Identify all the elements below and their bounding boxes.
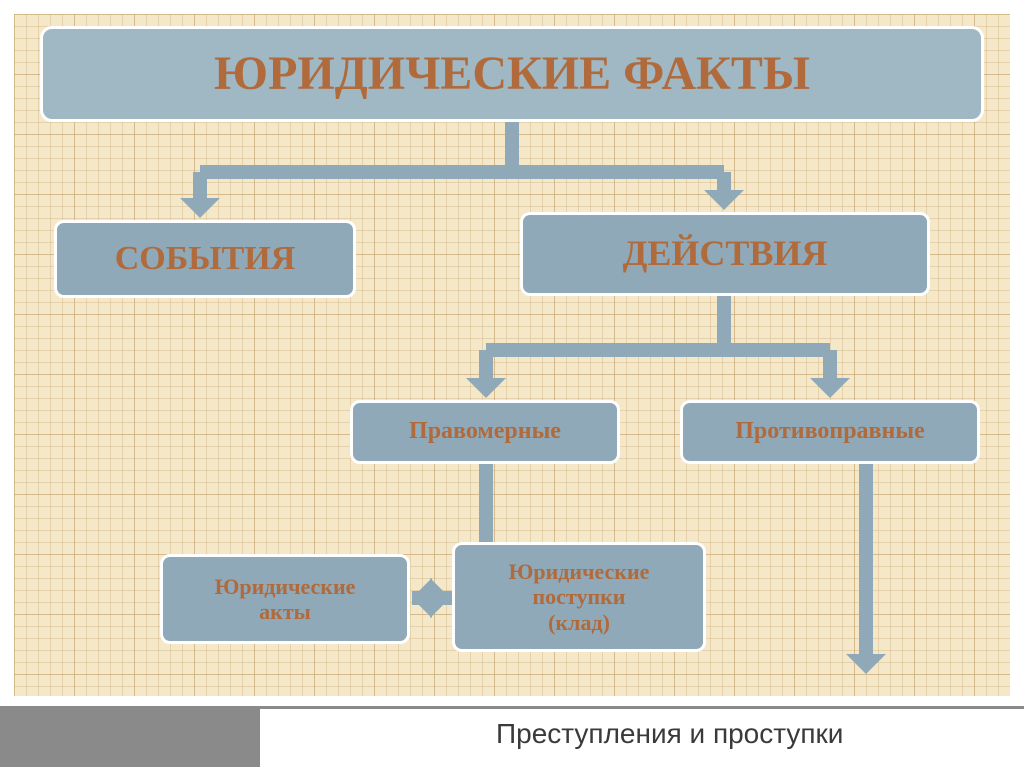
node-title: ЮРИДИЧЕСКИЕ ФАКТЫ: [40, 26, 984, 122]
node-lawful-label: Правомерные: [409, 418, 561, 446]
node-acts-label: Юридическиеакты: [215, 574, 356, 625]
diagram-stage: ЮРИДИЧЕСКИЕ ФАКТЫ СОБЫТИЯ ДЕЙСТВИЯ Право…: [0, 0, 1024, 767]
footer-divider-line: [260, 706, 1024, 709]
node-events-label: СОБЫТИЯ: [115, 239, 296, 278]
node-events: СОБЫТИЯ: [54, 220, 356, 298]
footer-caption: Преступления и проступки: [496, 718, 843, 750]
node-unlawful-label: Противоправные: [735, 418, 924, 446]
footer-accent-bar: [0, 706, 260, 767]
node-lawful: Правомерные: [350, 400, 620, 464]
node-actions-label: ДЕЙСТВИЯ: [623, 233, 828, 274]
node-acts: Юридическиеакты: [160, 554, 410, 644]
node-deeds: Юридическиепоступки(клад): [452, 542, 706, 652]
node-unlawful: Противоправные: [680, 400, 980, 464]
node-title-label: ЮРИДИЧЕСКИЕ ФАКТЫ: [214, 46, 810, 101]
node-actions: ДЕЙСТВИЯ: [520, 212, 930, 296]
node-deeds-label: Юридическиепоступки(клад): [509, 559, 650, 635]
